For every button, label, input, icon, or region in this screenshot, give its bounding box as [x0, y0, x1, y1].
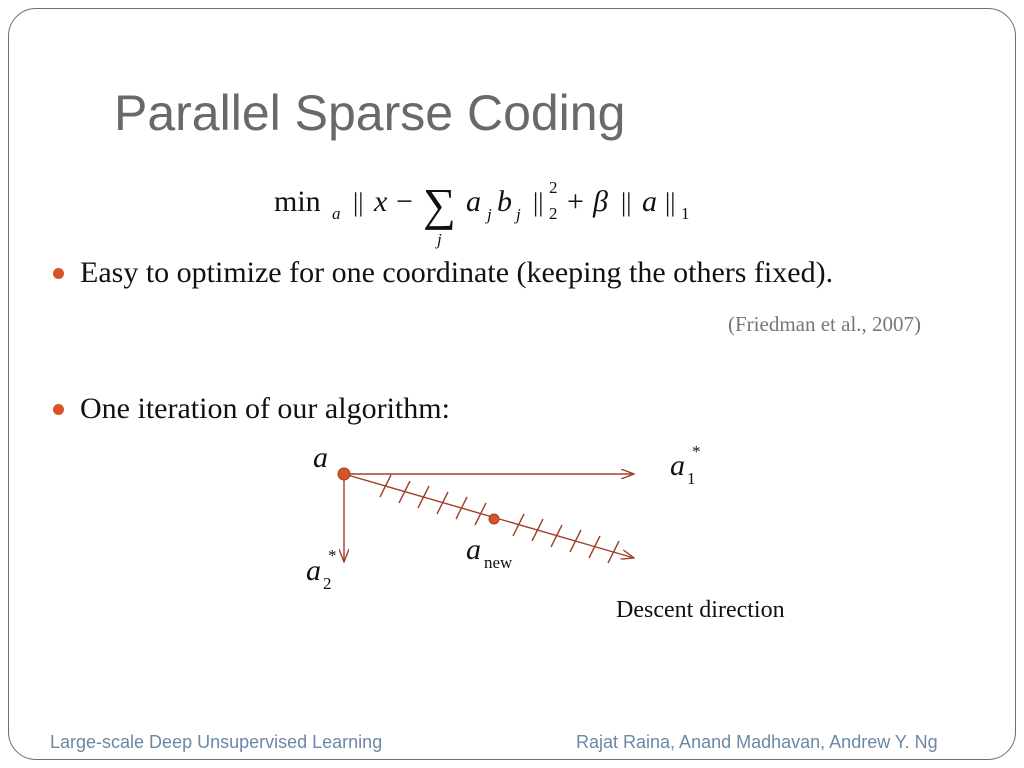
label-a2: a [306, 554, 321, 587]
label-a1: a [670, 449, 685, 482]
eq-min: min [274, 185, 321, 218]
eq-norm-open: || [353, 188, 363, 217]
label-anew-sub: new [484, 553, 513, 572]
label-descent-direction: Descent direction [616, 597, 785, 623]
label-a2-sub: 2 [323, 574, 332, 593]
footer-right: Rajat Raina, Anand Madhavan, Andrew Y. N… [576, 732, 938, 752]
point-anew [488, 513, 500, 525]
bullet-dot-2 [53, 404, 64, 415]
eq-b-sub: j [514, 205, 521, 224]
eq-plus: + [567, 185, 584, 218]
eq-x: x [373, 185, 388, 218]
eq-norm-close: || [533, 188, 543, 217]
bullet-2: One iteration of our algorithm: [80, 392, 450, 425]
point-a [337, 467, 351, 481]
eq-min-sub: a [332, 204, 341, 223]
eq-sum: ∑ [423, 179, 456, 230]
eq-norm-sub: 2 [549, 204, 558, 223]
eq-a2: a [642, 185, 657, 218]
bullet-1: Easy to optimize for one coordinate (kee… [80, 256, 834, 289]
eq-minus: − [396, 185, 413, 218]
slide-title: Parallel Sparse Coding [114, 85, 626, 141]
eq-a-sub: j [485, 205, 492, 224]
eq-b: b [497, 185, 512, 218]
bullet-dot-1 [53, 268, 64, 279]
label-a1-sub: 1 [687, 469, 696, 488]
eq-beta: β [592, 185, 608, 218]
citation: (Friedman et al., 2007) [728, 312, 922, 336]
eq-norm2-open: || [621, 188, 631, 217]
eq-a: a [466, 185, 481, 218]
descent-hatch-marks [379, 474, 620, 564]
slide-frame [8, 8, 1016, 760]
eq-norm2-sub: 1 [681, 204, 690, 223]
label-a2-sup: * [328, 546, 337, 565]
eq-norm2-close: || [665, 188, 675, 217]
label-anew: a [466, 533, 481, 566]
eq-norm-sup: 2 [549, 178, 558, 197]
footer-left: Large-scale Deep Unsupervised Learning [50, 732, 383, 752]
eq-sum-sub: j [435, 230, 442, 249]
label-a1-sup: * [692, 442, 701, 461]
arrow-descent [343, 473, 634, 558]
label-a: a [313, 441, 328, 474]
